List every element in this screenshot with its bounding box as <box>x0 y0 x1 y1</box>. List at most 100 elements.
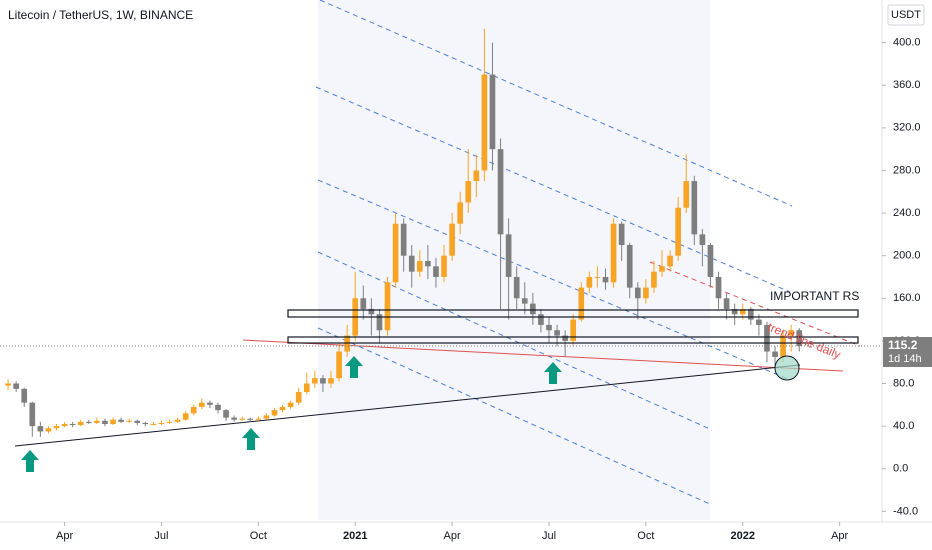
candle-body <box>473 170 480 182</box>
candle-body <box>530 303 536 315</box>
candle-body <box>102 420 108 424</box>
resistance-box <box>287 336 859 344</box>
candle-body <box>667 255 673 267</box>
candles <box>5 28 803 437</box>
candle-body <box>231 417 237 420</box>
candle-body <box>756 319 762 325</box>
currency-box <box>887 4 925 26</box>
overlays <box>21 309 859 472</box>
candle-body <box>699 234 706 246</box>
candle-body <box>521 298 528 304</box>
candle-body <box>707 245 714 277</box>
candle-body <box>239 418 246 420</box>
candle-body <box>166 421 173 423</box>
candle-body <box>538 314 544 325</box>
candle-body <box>312 378 318 384</box>
candle-body <box>554 330 560 336</box>
candle-body <box>118 419 124 422</box>
candle-body <box>247 418 254 420</box>
candle-body <box>497 149 504 235</box>
candle-body <box>368 308 375 315</box>
candle-body <box>449 223 455 256</box>
candle-body <box>651 271 657 288</box>
resistance-box <box>287 309 859 318</box>
x-tick-label: 2022 <box>731 530 755 542</box>
trend-line-dashed <box>649 261 861 347</box>
candle-body <box>85 421 92 423</box>
candle-body <box>271 410 278 416</box>
candle-body <box>465 181 472 203</box>
arrow-up <box>345 356 363 378</box>
candle-body <box>223 410 229 418</box>
candle-body <box>13 383 19 389</box>
x-tick-label: Jul <box>154 530 168 542</box>
candle-body <box>199 402 205 407</box>
price-box <box>883 337 932 368</box>
y-tick-label: 80.0 <box>893 377 914 389</box>
candle-body <box>618 223 625 246</box>
shaded-region <box>318 0 710 520</box>
candle-body <box>400 223 407 256</box>
candle-body <box>126 420 132 422</box>
candle-body <box>772 351 778 357</box>
price-label: 115.2 <box>888 338 918 352</box>
candle-body <box>748 308 754 320</box>
candle-body <box>634 287 641 299</box>
chart-title: Litecoin / TetherUS, 1W, BINANCE <box>8 8 193 22</box>
candle-body <box>21 388 28 403</box>
candle-body <box>562 335 568 341</box>
y-tick-label: 160.0 <box>893 292 921 304</box>
y-tick-label: 320.0 <box>893 122 921 134</box>
y-tick-label: 0.0 <box>893 463 908 475</box>
candle-body <box>77 421 84 426</box>
candle-body <box>481 74 488 171</box>
candle-body <box>94 420 100 423</box>
candle-body <box>320 378 326 384</box>
candle-body <box>691 181 698 235</box>
arrow-up <box>544 362 562 384</box>
y-tick-label: -40.0 <box>893 505 918 517</box>
candle-body <box>279 406 286 411</box>
candle-body <box>182 413 189 420</box>
candle-body <box>134 420 141 423</box>
candle-body <box>739 308 746 315</box>
candle-body <box>594 276 601 278</box>
candle-body <box>441 255 447 277</box>
candle-body <box>5 383 11 386</box>
candle-body <box>505 234 512 277</box>
candle-body <box>764 324 770 352</box>
annotation: IMPORTANT RS <box>770 289 859 303</box>
candle-body <box>578 287 585 320</box>
candle-body <box>384 282 391 331</box>
channel-line <box>317 179 791 381</box>
channel-line <box>319 0 793 207</box>
x-tick-label: Apr <box>444 530 461 542</box>
candle-body <box>408 255 415 272</box>
candle-body <box>37 426 44 432</box>
candle-body <box>425 261 431 267</box>
x-tick-label: Apr <box>831 530 848 542</box>
candle-body <box>215 404 221 411</box>
x-tick-label: Jul <box>542 530 556 542</box>
x-tick-label: Oct <box>250 530 267 542</box>
candle-body <box>287 402 294 407</box>
candle-body <box>303 383 310 393</box>
arrow-up <box>242 428 260 450</box>
candle-body <box>110 419 116 424</box>
candle-body <box>433 266 439 277</box>
arrow-up <box>21 450 39 472</box>
candle-body <box>626 245 633 288</box>
candle-body <box>69 423 76 426</box>
candle-body <box>586 276 593 288</box>
currency-label: USDT <box>891 9 921 21</box>
candle-body <box>376 314 383 331</box>
candle-body <box>643 287 649 299</box>
candle-body <box>53 426 60 429</box>
candle-body <box>457 202 464 224</box>
price-countdown: 1d 14h <box>888 353 922 365</box>
candle-body <box>45 428 52 432</box>
candle-body <box>731 308 738 315</box>
candle-body <box>659 266 665 272</box>
support-line <box>242 339 844 372</box>
